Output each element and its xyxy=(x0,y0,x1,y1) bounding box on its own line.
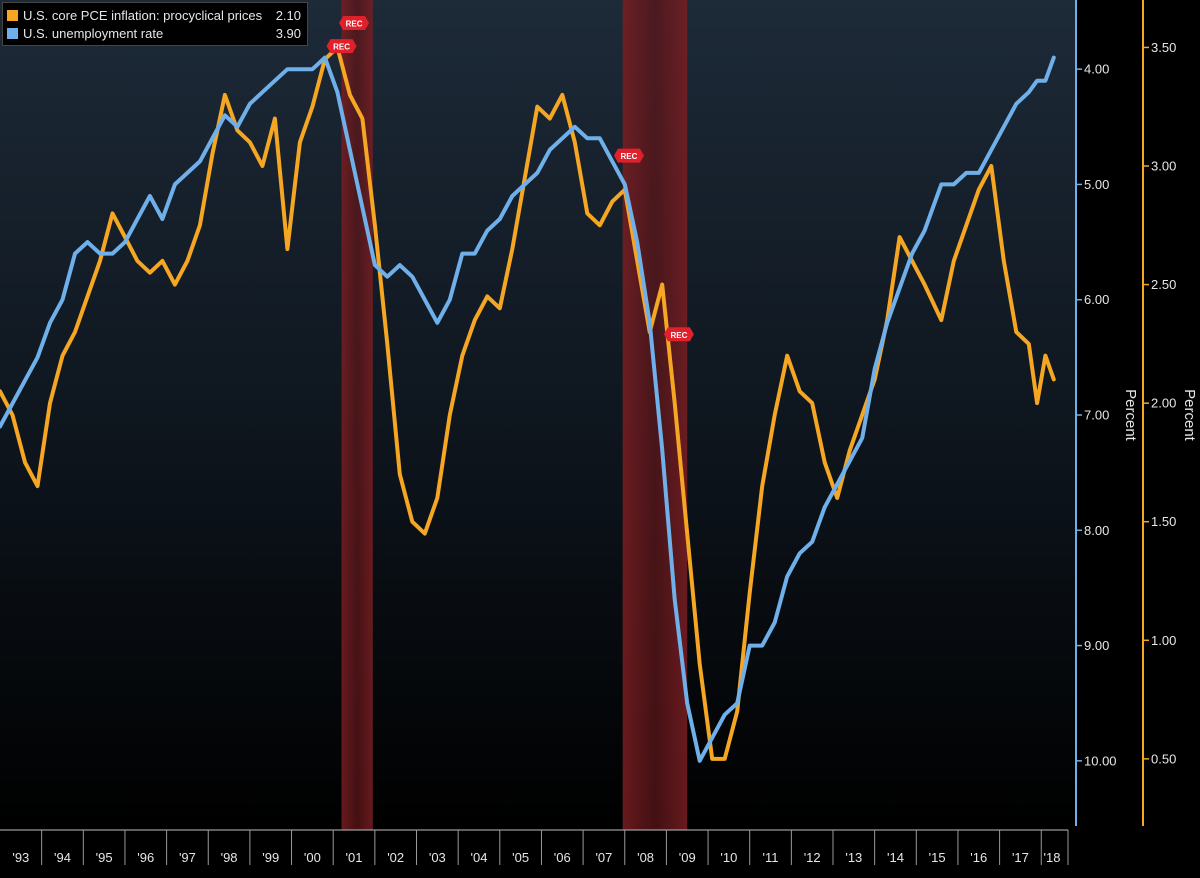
x-tick-label: '97 xyxy=(179,850,196,865)
x-tick-label: '09 xyxy=(679,850,696,865)
rec-marker-shape xyxy=(339,16,370,31)
rec-marker-shape xyxy=(326,39,357,54)
x-tick-label: '12 xyxy=(804,850,821,865)
unemployment-axis-tick-label: 8.00 xyxy=(1084,523,1109,538)
legend-item-pce: U.S. core PCE inflation: procyclical pri… xyxy=(7,6,301,24)
rec-marker-label: REC xyxy=(620,152,637,161)
unemployment-axis-tick-label: 4.00 xyxy=(1084,62,1109,77)
x-tick-label: '06 xyxy=(554,850,571,865)
x-tick-label: '93 xyxy=(12,850,29,865)
x-tick-label: '08 xyxy=(637,850,654,865)
rec-marker-shape xyxy=(613,148,644,163)
pce-axis-tick-label: 2.00 xyxy=(1151,396,1176,411)
rec-marker-0: REC xyxy=(326,39,357,54)
rec-marker-3: REC xyxy=(663,327,694,342)
x-tick-label: '10 xyxy=(720,850,737,865)
legend-item-unemployment: U.S. unemployment rate 3.90 xyxy=(7,24,301,42)
x-tick-label: '17 xyxy=(1012,850,1029,865)
x-tick-label: '94 xyxy=(54,850,71,865)
x-tick-label: '98 xyxy=(221,850,238,865)
legend-value-unemployment: 3.90 xyxy=(275,25,301,41)
rec-marker-label: REC xyxy=(346,20,363,29)
x-tick-label: '00 xyxy=(304,850,321,865)
unemployment-axis-tick-label: 7.00 xyxy=(1084,408,1109,423)
legend-value-pce: 2.10 xyxy=(275,7,301,23)
unemployment-axis-tick-label: 5.00 xyxy=(1084,177,1109,192)
unemployment-axis-tick-label: 9.00 xyxy=(1084,638,1109,653)
x-tick-label: '05 xyxy=(512,850,529,865)
legend-label-unemployment: U.S. unemployment rate xyxy=(23,25,164,41)
x-tick-label: '13 xyxy=(845,850,862,865)
x-tick-label: '18 xyxy=(1044,850,1061,865)
rec-marker-label: REC xyxy=(670,331,687,340)
x-tick-label: '15 xyxy=(929,850,946,865)
legend-swatch-pce xyxy=(7,9,18,21)
pce-axis-tick-label: 1.00 xyxy=(1151,633,1176,648)
rec-marker-shape xyxy=(663,327,694,342)
x-tick-label: '11 xyxy=(763,850,779,865)
x-tick-label: '01 xyxy=(346,850,363,865)
x-tick-label: '03 xyxy=(429,850,446,865)
x-tick-label: '96 xyxy=(137,850,154,865)
legend-swatch-unemployment xyxy=(7,27,18,39)
pce-axis-tick-label: 3.50 xyxy=(1151,40,1176,55)
x-tick-label: '02 xyxy=(387,850,404,865)
pce-axis-tick-label: 2.50 xyxy=(1151,277,1176,292)
rec-marker-label: REC xyxy=(333,43,350,52)
x-tick-label: '16 xyxy=(970,850,987,865)
pce-axis-tick-label: 0.50 xyxy=(1151,751,1176,766)
rec-marker-1: REC xyxy=(339,16,370,31)
x-tick-label: '14 xyxy=(887,850,904,865)
unemployment-axis-label: Percent xyxy=(1122,389,1139,442)
series-line-unemployment xyxy=(0,55,1056,763)
rec-marker-2: REC xyxy=(613,148,644,163)
legend-label-pce: U.S. core PCE inflation: procyclical pri… xyxy=(23,7,263,23)
plot-background xyxy=(0,0,1076,830)
pce-axis-tick-label: 1.50 xyxy=(1151,514,1176,529)
pce-axis-tick-label: 3.00 xyxy=(1151,159,1176,174)
unemployment-axis-tick-label: 6.00 xyxy=(1084,292,1109,307)
unemployment-axis-tick-label: 10.00 xyxy=(1084,753,1117,768)
x-tick-label: '95 xyxy=(96,850,113,865)
x-tick-label: '07 xyxy=(595,850,612,865)
legend: U.S. core PCE inflation: procyclical pri… xyxy=(2,2,308,46)
pce-axis-label: Percent xyxy=(1181,389,1198,442)
x-tick-label: '99 xyxy=(262,850,279,865)
x-tick-label: '04 xyxy=(471,850,488,865)
